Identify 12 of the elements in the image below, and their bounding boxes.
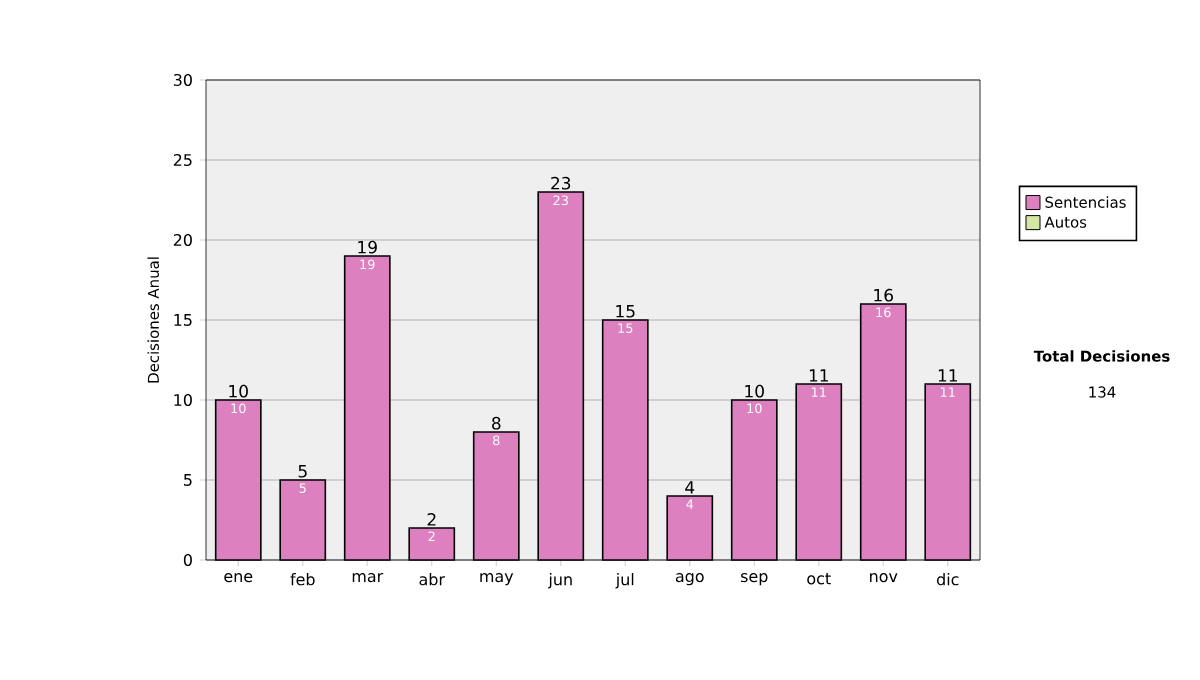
total-label: 23 bbox=[551, 176, 571, 190]
total-label: 19 bbox=[358, 240, 377, 254]
total-label: 2 bbox=[427, 513, 436, 526]
total-label: 4 bbox=[685, 481, 695, 494]
total-label: 11 bbox=[938, 369, 957, 382]
total-label: 8 bbox=[492, 416, 501, 430]
total-label: 10 bbox=[229, 384, 248, 398]
total-label: 11 bbox=[809, 369, 828, 382]
total-label: 16 bbox=[874, 288, 893, 302]
total-label: 10 bbox=[745, 384, 764, 398]
total-label: 15 bbox=[616, 305, 635, 318]
total-label: 5 bbox=[298, 465, 307, 478]
